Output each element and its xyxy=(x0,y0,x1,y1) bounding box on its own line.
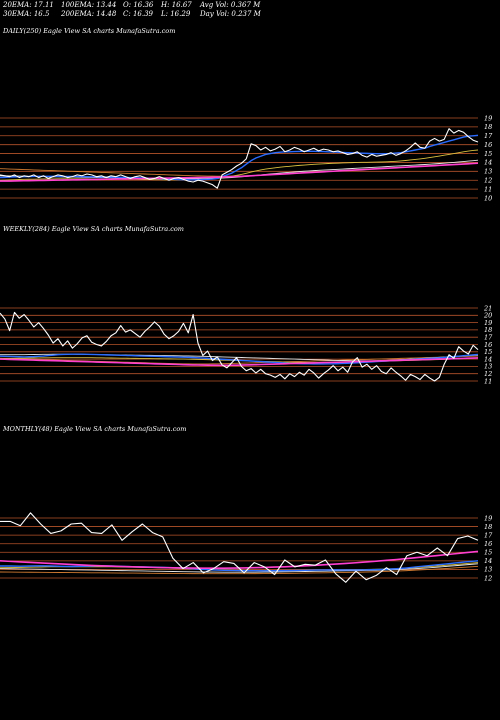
weekly-ema-pink-line xyxy=(0,357,479,367)
weekly-tick-label: 12 xyxy=(484,370,492,378)
weekly-tick-label: 19 xyxy=(484,319,492,327)
monthly-tick-label: 19 xyxy=(484,514,492,522)
open-readout: O: 16.36 xyxy=(123,1,154,9)
monthly-tick-label: 13 xyxy=(484,566,492,574)
daily-ema-pink-line xyxy=(0,162,479,182)
weekly-tick-label: 16 xyxy=(484,341,492,349)
weekly-tick-label: 11 xyxy=(484,377,492,385)
monthly-tick-label: 14 xyxy=(484,557,492,565)
weekly-tick-label: 20 xyxy=(483,312,492,320)
daily-tick-label: 16 xyxy=(484,141,492,149)
daily-tick-label: 11 xyxy=(484,185,492,193)
monthly-tick-label: 17 xyxy=(484,531,493,539)
monthly-tick-label: 15 xyxy=(484,549,492,557)
monthly-tick-label: 18 xyxy=(484,523,492,531)
monthly-ema-white-line xyxy=(0,563,479,573)
low-readout: L: 16.29 xyxy=(161,10,191,18)
daily-tick-label: 17 xyxy=(484,132,493,140)
monthly-tick-label: 16 xyxy=(484,540,492,548)
daily-ema-yellow-line xyxy=(0,149,479,181)
monthly-ema-blue-line xyxy=(0,560,479,572)
high-readout: H: 16.67 xyxy=(161,1,192,9)
monthly-ema-pink-line xyxy=(0,550,479,569)
daily-tick-label: 13 xyxy=(484,168,492,176)
weekly-tick-label: 17 xyxy=(484,334,493,342)
weekly-price-line xyxy=(0,311,479,382)
ema30-readout: 30EMA: 16.5 xyxy=(3,10,50,18)
ema20-readout: 20EMA: 17.11 xyxy=(3,1,54,9)
daily-panel-title: DAILY(250) Eagle View SA charts MunafaSu… xyxy=(3,27,176,35)
daily-tick-label: 14 xyxy=(484,159,492,167)
ema200-readout: 200EMA: 14.48 xyxy=(61,10,117,18)
daily-tick-label: 12 xyxy=(484,177,492,185)
weekly-panel-title: WEEKLY(284) Eagle View SA charts MunafaS… xyxy=(3,225,184,233)
daily-ema-blue-line xyxy=(0,134,479,181)
weekly-tick-label: 13 xyxy=(484,363,492,371)
monthly-panel-title: MONTHLY(48) Eagle View SA charts MunafaS… xyxy=(3,425,187,433)
monthly-price-line xyxy=(0,512,479,583)
daily-tick-label: 15 xyxy=(484,150,492,158)
weekly-tick-label: 15 xyxy=(484,348,492,356)
avg-vol-readout: Avg Vol: 0.367 M xyxy=(200,1,261,9)
daily-tick-label: 19 xyxy=(484,114,492,122)
ema100-readout: 100EMA: 13.44 xyxy=(61,1,117,9)
daily-tick-label: 18 xyxy=(484,123,492,131)
weekly-tick-label: 18 xyxy=(484,326,492,334)
weekly-tick-label: 21 xyxy=(483,304,492,312)
daily-tick-label: 10 xyxy=(484,194,492,202)
monthly-tick-label: 12 xyxy=(484,574,492,582)
day-vol-readout: Day Vol: 0.237 M xyxy=(200,10,261,18)
daily-price-line xyxy=(0,128,479,189)
close-readout: C: 16.39 xyxy=(123,10,153,18)
weekly-tick-label: 14 xyxy=(484,355,492,363)
